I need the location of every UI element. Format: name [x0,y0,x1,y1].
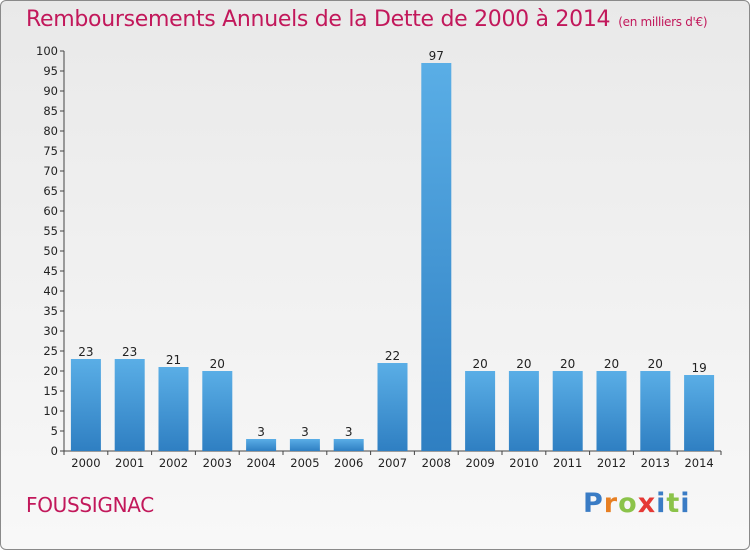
bar-value-label: 21 [166,353,181,367]
bar-value-label: 20 [516,357,531,371]
x-tick-label: 2010 [509,456,538,470]
bar [114,359,145,451]
y-tick-label: 25 [43,344,58,358]
proxiti-logo: Proxiti [583,488,691,519]
logo-letter: t [666,488,681,519]
logo-letter: i [680,488,691,519]
logo-letter: P [583,488,604,519]
y-tick-label: 95 [43,64,58,78]
place-name: FOUSSIGNAC [26,493,154,517]
chart-title: Remboursements Annuels de la Dette de 20… [26,7,708,32]
bars: 23 23 21 20 3 3 3 22 97 20 20 20 20 20 19 [70,49,715,451]
x-tick-label: 2008 [422,456,451,470]
x-tick-label: 2014 [684,456,713,470]
y-tick-label: 45 [43,264,58,278]
x-tick-label: 2003 [203,456,232,470]
bar-value-label: 20 [472,357,487,371]
bar [465,371,496,451]
bar-value-label: 3 [345,425,353,439]
y-tick-label: 10 [43,404,58,418]
y-tick-label: 30 [43,324,58,338]
y-tick-label: 50 [43,244,58,258]
bar [202,371,233,451]
bar-value-label: 20 [648,357,663,371]
logo-letter: r [603,488,619,519]
chart-title-text: Remboursements Annuels de la Dette de 20… [26,7,611,32]
bar-value-label: 22 [385,349,400,363]
bar-value-label: 20 [604,357,619,371]
bar [246,439,277,451]
y-tick-label: 0 [51,444,58,458]
x-tick-label: 2005 [290,456,319,470]
bar [70,359,101,451]
bar-value-label: 23 [122,345,137,359]
bar-value-label: 97 [429,49,444,63]
x-tick-label: 2011 [553,456,582,470]
bar [508,371,539,451]
x-tick-label: 2002 [159,456,188,470]
y-tick-label: 85 [43,104,58,118]
y-tick-label: 40 [43,284,58,298]
bar-value-label: 19 [691,361,706,375]
y-tick-label: 65 [43,184,58,198]
y-axis: 0 5 10 15 20 25 30 35 40 45 50 55 60 65 70 75 80 85 90 95 10… [36,44,65,458]
bar-value-label: 20 [560,357,575,371]
y-tick-label: 15 [43,384,58,398]
bar [596,371,627,451]
y-tick-label: 5 [51,424,58,438]
y-tick-label: 35 [43,304,58,318]
bar-value-label: 3 [257,425,265,439]
x-tick-label: 2013 [641,456,670,470]
bar-value-label: 23 [78,345,93,359]
bar [421,63,452,451]
y-tick-label: 100 [36,44,58,58]
y-tick-label: 20 [43,364,58,378]
x-tick-label: 2009 [465,456,494,470]
bar [158,367,189,451]
bar [684,375,715,451]
x-tick-label: 2000 [71,456,100,470]
y-tick-label: 55 [43,224,58,238]
x-tick-label: 2007 [378,456,407,470]
x-tick-label: 2001 [115,456,144,470]
x-tick-label: 2012 [597,456,626,470]
y-tick-label: 80 [43,124,58,138]
bar [289,439,320,451]
bar-value-label: 3 [301,425,309,439]
y-tick-label: 75 [43,144,58,158]
bar [333,439,364,451]
x-axis: 2000 2001 2002 2003 2004 2005 2006 2007 2008 2009… [63,450,722,470]
logo-letter: o [618,488,638,519]
y-tick-label: 60 [43,204,58,218]
bar [377,363,408,451]
bar-value-label: 20 [210,357,225,371]
y-tick-label: 70 [43,164,58,178]
logo-letter: x [637,488,657,519]
x-tick-label: 2006 [334,456,363,470]
bar [640,371,671,451]
y-tick-label: 90 [43,84,58,98]
logo-letter: i [656,488,667,519]
x-tick-label: 2004 [246,456,275,470]
bar [552,371,583,451]
chart-unit-note: (en milliers d'€) [618,15,708,29]
